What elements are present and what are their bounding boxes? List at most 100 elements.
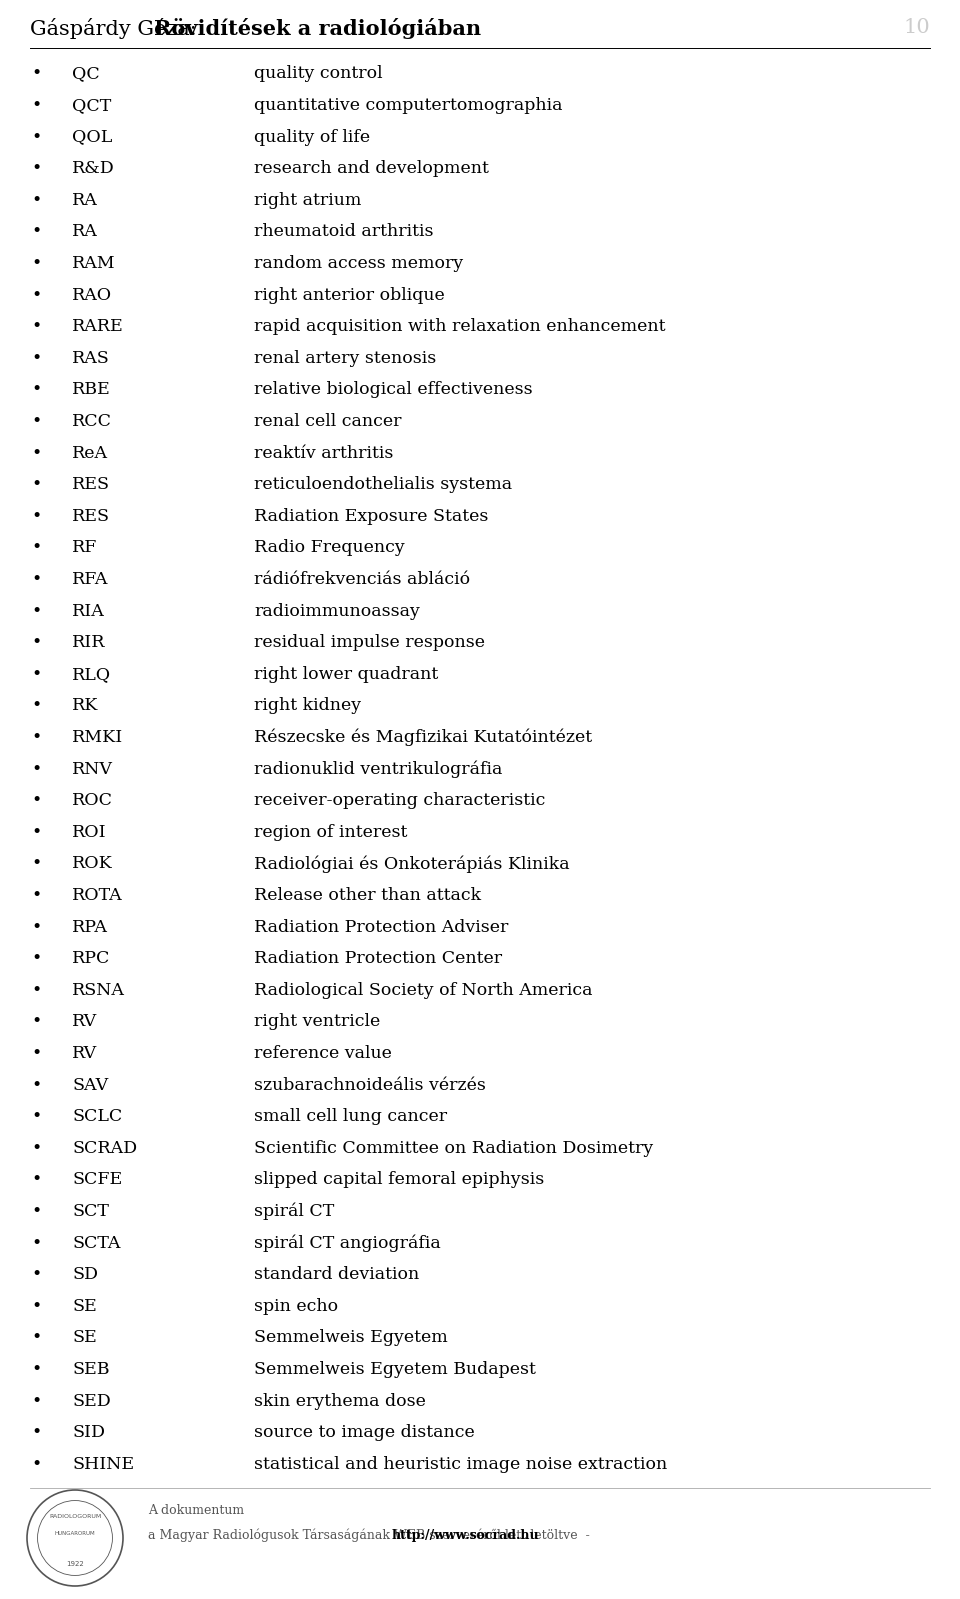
Text: •: •: [32, 665, 41, 683]
Text: ReA: ReA: [72, 445, 108, 462]
Text: •: •: [32, 635, 41, 651]
Text: •: •: [32, 729, 41, 745]
Text: SE: SE: [72, 1298, 97, 1314]
Text: •: •: [32, 1172, 41, 1188]
Text: reaktív arthritis: reaktív arthritis: [254, 445, 394, 462]
Text: A dokumentum: A dokumentum: [148, 1503, 244, 1516]
Text: •: •: [32, 508, 41, 524]
Text: •: •: [32, 413, 41, 430]
Text: RFA: RFA: [72, 571, 108, 588]
Text: RES: RES: [72, 477, 110, 492]
Text: radioimmunoassay: radioimmunoassay: [254, 603, 420, 619]
Text: relative biological effectiveness: relative biological effectiveness: [254, 381, 533, 398]
Text: RARE: RARE: [72, 318, 124, 336]
Text: radionuklid ventrikulográfia: radionuklid ventrikulográfia: [254, 760, 503, 777]
Text: 1922: 1922: [66, 1561, 84, 1567]
Text: QCT: QCT: [72, 98, 111, 114]
Text: renal cell cancer: renal cell cancer: [254, 413, 402, 430]
Text: right atrium: right atrium: [254, 192, 362, 209]
Text: •: •: [32, 1329, 41, 1346]
Text: RV: RV: [72, 1044, 97, 1062]
Text: SAV: SAV: [72, 1076, 108, 1094]
Text: •: •: [32, 192, 41, 209]
Text: •: •: [32, 98, 41, 114]
Text: research and development: research and development: [254, 160, 490, 177]
Text: RCC: RCC: [72, 413, 112, 430]
Text: SED: SED: [72, 1393, 110, 1409]
Text: Gáspárdy Géza:: Gáspárdy Géza:: [30, 18, 204, 38]
Text: •: •: [32, 350, 41, 366]
Text: •: •: [32, 887, 41, 903]
Text: SHINE: SHINE: [72, 1455, 134, 1473]
Text: quality control: quality control: [254, 66, 383, 82]
Text: region of interest: region of interest: [254, 823, 408, 841]
Text: Radiological Society of North America: Radiological Society of North America: [254, 982, 593, 999]
Text: spirál CT: spirál CT: [254, 1202, 335, 1220]
Text: Rövidítések a radiológiában: Rövidítések a radiológiában: [154, 18, 481, 38]
Text: Radiation Exposure States: Radiation Exposure States: [254, 508, 489, 524]
Text: •: •: [32, 792, 41, 809]
Text: Radiation Protection Adviser: Radiation Protection Adviser: [254, 918, 509, 935]
Text: •: •: [32, 1014, 41, 1030]
Text: •: •: [32, 1298, 41, 1314]
Text: szubarachnoideális vérzés: szubarachnoideális vérzés: [254, 1076, 487, 1094]
Text: •: •: [32, 855, 41, 873]
Text: SCTA: SCTA: [72, 1234, 120, 1252]
Text: RSNA: RSNA: [72, 982, 125, 999]
Text: spirál CT angiográfia: spirál CT angiográfia: [254, 1234, 442, 1252]
Text: RAO: RAO: [72, 286, 112, 304]
Text: receiver-operating characteristic: receiver-operating characteristic: [254, 792, 546, 809]
Text: RA: RA: [72, 192, 98, 209]
Text: RK: RK: [72, 697, 98, 715]
Text: •: •: [32, 982, 41, 999]
Text: SD: SD: [72, 1266, 98, 1282]
Text: R&D: R&D: [72, 160, 115, 177]
Text: RF: RF: [72, 539, 97, 556]
Text: RNV: RNV: [72, 761, 113, 777]
Text: QOL: QOL: [72, 128, 112, 146]
Text: Radio Frequency: Radio Frequency: [254, 539, 405, 556]
Text: right anterior oblique: right anterior oblique: [254, 286, 445, 304]
Text: •: •: [32, 761, 41, 777]
Text: renal artery stenosis: renal artery stenosis: [254, 350, 437, 366]
Text: quantitative computertomographia: quantitative computertomographia: [254, 98, 563, 114]
Text: Radiológiai és Onkoterápiás Klinika: Radiológiai és Onkoterápiás Klinika: [254, 855, 570, 873]
Text: Semmelweis Egyetem Budapest: Semmelweis Egyetem Budapest: [254, 1361, 537, 1378]
Text: ROC: ROC: [72, 792, 113, 809]
Text: SCRAD: SCRAD: [72, 1140, 137, 1156]
Text: •: •: [32, 160, 41, 177]
Text: rádiófrekvenciás abláció: rádiófrekvenciás abláció: [254, 571, 470, 588]
Text: •: •: [32, 318, 41, 336]
Text: spin echo: spin echo: [254, 1298, 339, 1314]
Text: RBE: RBE: [72, 381, 110, 398]
Text: Radiation Protection Center: Radiation Protection Center: [254, 950, 502, 967]
Text: Részecske és Magfizikai Kutatóintézet: Részecske és Magfizikai Kutatóintézet: [254, 729, 592, 747]
Text: SEB: SEB: [72, 1361, 109, 1378]
Text: •: •: [32, 254, 41, 272]
Text: •: •: [32, 1140, 41, 1156]
Text: a Magyar Radiológusok Társaságának WEB szerveréről lett letöltve  -: a Magyar Radiológusok Társaságának WEB s…: [148, 1529, 598, 1541]
Text: RIA: RIA: [72, 603, 105, 619]
Text: ROTA: ROTA: [72, 887, 123, 903]
Text: •: •: [32, 1393, 41, 1409]
Text: •: •: [32, 286, 41, 304]
Text: •: •: [32, 477, 41, 492]
Text: •: •: [32, 1202, 41, 1220]
Text: Scientific Committee on Radiation Dosimetry: Scientific Committee on Radiation Dosime…: [254, 1140, 654, 1156]
Text: rheumatoid arthritis: rheumatoid arthritis: [254, 224, 434, 240]
Text: residual impulse response: residual impulse response: [254, 635, 486, 651]
Text: slipped capital femoral epiphysis: slipped capital femoral epiphysis: [254, 1172, 544, 1188]
Text: •: •: [32, 603, 41, 619]
Text: random access memory: random access memory: [254, 254, 464, 272]
Text: right kidney: right kidney: [254, 697, 362, 715]
Text: RA: RA: [72, 224, 98, 240]
Text: SCFE: SCFE: [72, 1172, 122, 1188]
Text: RADIOLOGORUM: RADIOLOGORUM: [49, 1514, 101, 1519]
Text: source to image distance: source to image distance: [254, 1425, 475, 1441]
Text: RMKI: RMKI: [72, 729, 123, 745]
Text: http://www.socrad.hu: http://www.socrad.hu: [392, 1529, 539, 1541]
Text: standard deviation: standard deviation: [254, 1266, 420, 1282]
Text: •: •: [32, 823, 41, 841]
Text: statistical and heuristic image noise extraction: statistical and heuristic image noise ex…: [254, 1455, 667, 1473]
Text: right ventricle: right ventricle: [254, 1014, 381, 1030]
